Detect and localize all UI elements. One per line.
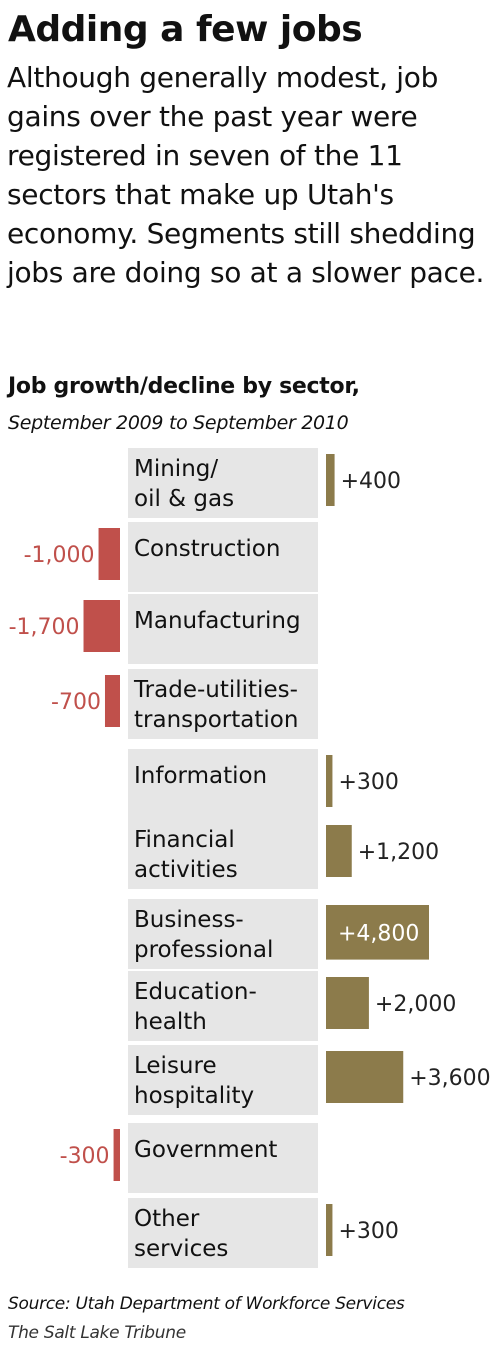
category-label: Education- — [134, 979, 257, 1005]
sector-band — [128, 749, 318, 819]
value-label: -700 — [51, 690, 101, 715]
category-label: hospitality — [134, 1083, 254, 1109]
value-label: +300 — [338, 1219, 398, 1244]
category-label: transportation — [134, 707, 298, 733]
sector-band — [128, 448, 318, 518]
bar-positive — [326, 755, 333, 807]
category-label: professional — [134, 937, 273, 963]
category-label: Construction — [134, 536, 280, 562]
category-label: Leisure — [134, 1053, 217, 1079]
page-title: Adding a few jobs — [8, 9, 363, 50]
category-label: Government — [134, 1137, 277, 1163]
bar-negative — [98, 528, 120, 580]
category-label: Trade-utilities- — [133, 677, 298, 703]
bar-positive — [326, 825, 352, 877]
category-label: Business- — [134, 907, 244, 933]
sector-band — [128, 669, 318, 739]
sector-band — [128, 819, 318, 889]
category-label: Information — [134, 763, 267, 789]
sector-band — [128, 1123, 318, 1193]
sector-band — [128, 899, 318, 969]
category-label: activities — [134, 857, 238, 883]
chart-subtitle: September 2009 to September 2010 — [8, 412, 349, 434]
sector-band — [128, 594, 318, 664]
sector-band — [128, 971, 318, 1041]
value-label: -1,000 — [24, 543, 95, 568]
description: Although generally modest, job gains ove… — [7, 61, 485, 289]
sector-band — [128, 1045, 318, 1115]
sector-bar-chart: Mining/oil & gas +400 Construction -1,000 Ma… — [9, 448, 491, 1268]
category-label: Mining/ — [134, 456, 218, 482]
category-label: Other — [134, 1206, 200, 1232]
category-label: oil & gas — [134, 486, 234, 512]
category-label: Financial — [134, 827, 235, 853]
value-label: +400 — [341, 469, 401, 494]
value-label: +2,000 — [375, 992, 456, 1017]
bar-positive — [326, 1051, 404, 1103]
source-note: Source: Utah Department of Workforce Ser… — [8, 1294, 405, 1314]
sector-band — [128, 1198, 318, 1268]
bar-negative — [113, 1129, 120, 1181]
bar-positive — [326, 1204, 333, 1256]
category-label: services — [134, 1236, 228, 1262]
value-label: +3,600 — [409, 1066, 490, 1091]
value-label: -1,700 — [9, 615, 80, 640]
value-label: +300 — [338, 770, 398, 795]
bar-positive — [326, 905, 429, 960]
bar-negative — [104, 675, 120, 727]
value-label: -300 — [60, 1144, 110, 1169]
sector-band — [128, 522, 318, 592]
bar-negative — [83, 600, 120, 652]
credit-line: The Salt Lake Tribune — [8, 1323, 186, 1343]
category-label: health — [134, 1009, 207, 1035]
category-label: Manufacturing — [134, 608, 301, 634]
bar-positive — [326, 977, 369, 1029]
value-label: +4,800 — [338, 921, 419, 946]
bar-positive — [326, 454, 335, 506]
value-label: +1,200 — [358, 840, 439, 865]
chart-title: Job growth/decline by sector, — [8, 374, 360, 399]
